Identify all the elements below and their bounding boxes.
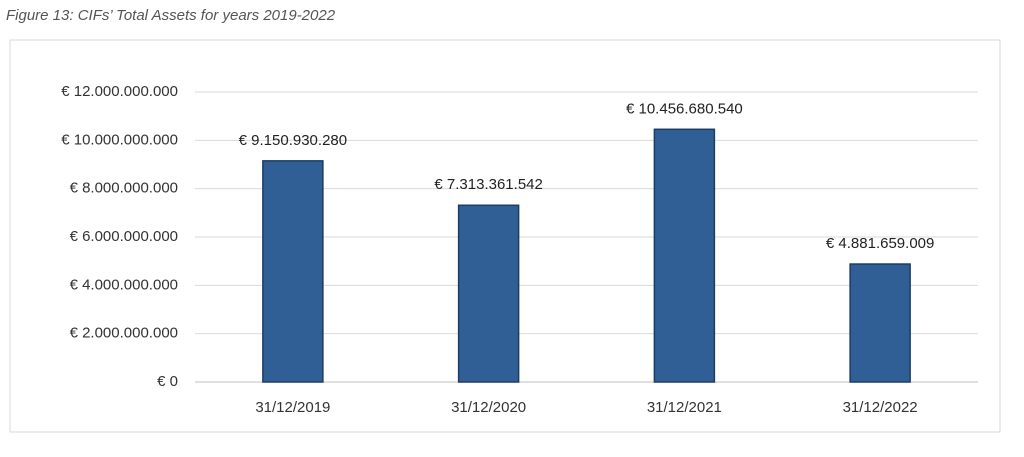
chart-title: Figure 13: CIFs’ Total Assets for years … — [6, 7, 336, 24]
y-tick-label: € 2.000.000.000 — [70, 325, 178, 342]
y-tick-label: € 8.000.000.000 — [70, 180, 178, 197]
value-label: € 4.881.659.009 — [826, 235, 934, 252]
value-label: € 7.313.361.542 — [434, 176, 542, 193]
value-label: € 10.456.680.540 — [626, 100, 743, 117]
x-tick-label: 31/12/2020 — [451, 399, 526, 416]
bar — [849, 263, 911, 383]
bar — [653, 128, 716, 383]
bar — [457, 204, 520, 383]
y-tick-label: € 10.000.000.000 — [61, 131, 178, 148]
y-tick-label: € 12.000.000.000 — [61, 83, 178, 100]
x-tick-label: 31/12/2022 — [843, 399, 918, 416]
y-tick-label: € 6.000.000.000 — [70, 228, 178, 245]
chart-frame — [9, 39, 1001, 433]
x-tick-label: 31/12/2021 — [647, 399, 722, 416]
x-tick-label: 31/12/2019 — [255, 399, 330, 416]
bar — [262, 160, 324, 383]
value-label: € 9.150.930.280 — [239, 132, 347, 149]
y-tick-label: € 0 — [157, 373, 178, 390]
y-tick-label: € 4.000.000.000 — [70, 276, 178, 293]
